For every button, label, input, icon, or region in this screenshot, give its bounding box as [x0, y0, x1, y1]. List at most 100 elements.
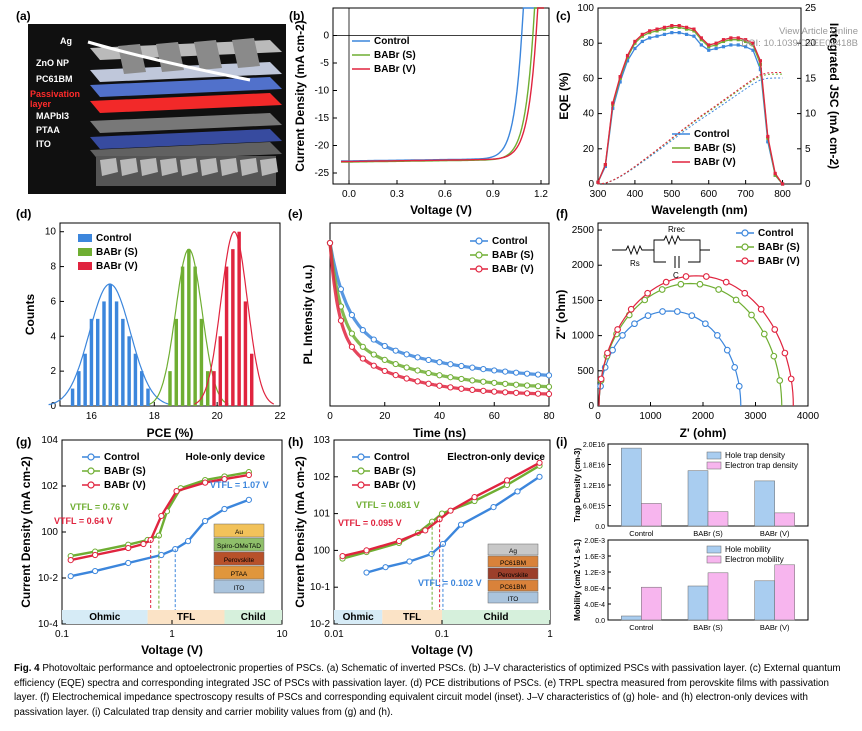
- eqe-marker: [662, 27, 667, 31]
- panel-label-f: (f): [556, 207, 568, 221]
- plot-frame: [332, 7, 550, 185]
- tick-label: -20: [315, 141, 330, 152]
- bar: [641, 586, 662, 621]
- trpl-marker: [370, 362, 377, 369]
- legend-marker: [741, 257, 749, 265]
- eqe-marker: [729, 36, 733, 40]
- trpl-marker: [447, 374, 454, 381]
- trpl-marker: [425, 356, 432, 364]
- category-label: Control: [629, 529, 654, 538]
- legend-marker: [87, 453, 95, 461]
- sclc-marker: [471, 494, 478, 501]
- pce-bar: [95, 318, 100, 406]
- stack-label: PC61BM: [500, 560, 526, 567]
- trpl-marker: [359, 326, 366, 334]
- stack-label: Perovskite: [224, 557, 255, 564]
- caption-fig-label: Fig. 4: [14, 663, 40, 674]
- eqe-marker: [766, 134, 770, 139]
- tick-label: 6: [50, 296, 56, 307]
- panel-label-b: (b): [289, 9, 304, 23]
- watermark[interactable]: View Article Online DOI: 10.1039/D2EE034…: [741, 26, 858, 50]
- trpl-marker: [502, 368, 509, 375]
- tick-label: 2.0E16: [583, 442, 605, 449]
- axis-title: Z'' (ohm): [554, 290, 568, 340]
- category-label: BABr (S): [693, 529, 723, 538]
- watermark-line1[interactable]: View Article Online: [778, 26, 858, 37]
- pce-bar: [121, 318, 125, 406]
- region-band: [334, 610, 383, 624]
- trpl-marker: [337, 286, 345, 293]
- tick-label: 6.0E15: [583, 504, 605, 511]
- axis-title: Voltage (V): [411, 643, 473, 657]
- region-label: Ohmic: [89, 612, 121, 623]
- jsc-integrated-0: [597, 77, 783, 185]
- trpl-marker: [414, 367, 421, 374]
- tick-label: 1.2E16: [583, 483, 605, 490]
- panel-label-e: (e): [288, 207, 303, 221]
- sclc-marker: [202, 479, 209, 486]
- tick-label: 20: [212, 411, 224, 422]
- bar: [754, 580, 775, 621]
- tick-label: 100: [577, 3, 594, 14]
- eqe-marker: [707, 43, 711, 47]
- eis-marker: [673, 308, 681, 315]
- pce-bar: [218, 336, 223, 406]
- trpl-marker: [513, 389, 520, 396]
- eqe-marker: [684, 27, 689, 31]
- sclc-marker: [536, 459, 543, 466]
- trpl-marker: [381, 367, 388, 375]
- tick-label: 0.1: [55, 629, 69, 640]
- tick-label: 400: [627, 189, 644, 200]
- tick-label: 10: [276, 629, 288, 640]
- tick-label: 2: [50, 366, 56, 377]
- category-label: BABr (V): [760, 529, 790, 538]
- bar: [774, 564, 795, 621]
- stack-layer: [213, 523, 265, 538]
- trpl-marker: [403, 351, 410, 358]
- eis-marker: [619, 332, 626, 339]
- eqe-marker: [677, 31, 681, 35]
- tick-label: -10: [315, 86, 330, 97]
- pce-bar: [224, 266, 229, 406]
- eqe-marker: [596, 180, 600, 184]
- eis-marker: [771, 326, 779, 333]
- grain: [160, 158, 178, 176]
- sclc-marker: [140, 540, 147, 548]
- tick-label: 20: [583, 144, 595, 155]
- trpl-marker: [403, 375, 410, 382]
- tick-label: 0: [327, 411, 333, 422]
- sclc-marker: [422, 527, 429, 534]
- sclc-marker: [447, 507, 454, 514]
- sclc-marker: [92, 567, 99, 575]
- tick-label: 103: [313, 435, 330, 446]
- eqe-marker: [677, 24, 681, 28]
- stack-layer: [487, 591, 539, 604]
- stack-label: Au: [235, 529, 243, 536]
- tick-label: 2500: [572, 225, 595, 236]
- watermark-line2[interactable]: DOI: 10.1039/D2EE03418B: [741, 38, 858, 49]
- circuit-label: C: [673, 271, 679, 280]
- pce-bar: [199, 318, 204, 406]
- legend-label: Control: [374, 452, 410, 463]
- trpl-marker: [458, 362, 465, 370]
- pce-bar: [89, 318, 94, 406]
- legend-label: Hole trap density: [725, 451, 785, 460]
- stack-label: ITO: [508, 596, 519, 603]
- tick-label: 500: [663, 189, 680, 200]
- region-band: [382, 610, 442, 624]
- eis-marker: [732, 296, 740, 304]
- caption-text: Photovoltaic performance and optoelectro…: [14, 663, 841, 718]
- tick-label: 40: [434, 411, 446, 422]
- sclc-marker: [92, 551, 99, 559]
- legend-label: BABr (V): [758, 256, 800, 267]
- eqe-marker: [758, 59, 762, 63]
- legend-label: Electron mobility: [725, 555, 784, 564]
- tick-label: 0: [588, 401, 594, 412]
- tick-label: 60: [489, 411, 501, 422]
- trpl-marker: [381, 342, 388, 350]
- stack-layer: [487, 567, 539, 580]
- tick-label: 0: [323, 31, 329, 42]
- eqe-marker: [766, 140, 770, 144]
- grain: [260, 158, 278, 176]
